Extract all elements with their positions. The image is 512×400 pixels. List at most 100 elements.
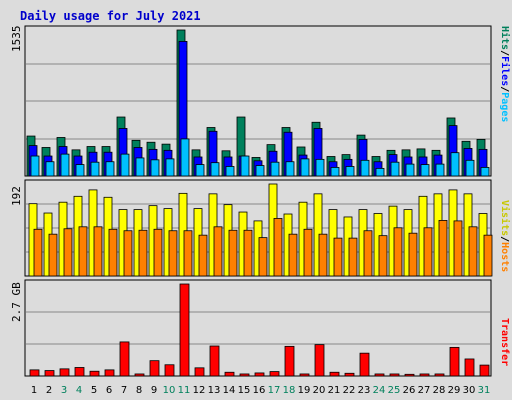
transfer-bar-day-25 xyxy=(389,373,400,377)
day-label-13: 13 xyxy=(208,385,221,396)
day-label-24: 24 xyxy=(373,385,386,396)
hits-side-label: Hits/Files/Pages xyxy=(499,26,511,122)
pages-bar-day-5 xyxy=(90,161,100,177)
hosts-bar-day-23 xyxy=(363,230,373,277)
day-label-12: 12 xyxy=(193,385,206,396)
side-label-part: / xyxy=(499,50,510,56)
pages-bar-day-4 xyxy=(75,164,85,177)
day-label-5: 5 xyxy=(91,385,97,396)
transfer-panel: 2.7 GB Transfer xyxy=(10,279,510,377)
transfer-bar-day-15 xyxy=(239,373,250,377)
pages-bar-day-7 xyxy=(120,153,130,177)
day-axis-labels: 1 2 3 4 5 6 7 8 9 10 11 12 13 14 15 16 17 18 19 20 21 22 23 24 2… xyxy=(31,385,491,396)
pages-bar-day-27 xyxy=(420,164,430,177)
pages-bar-day-9 xyxy=(150,159,160,177)
pages-bar-day-24 xyxy=(375,167,385,177)
hits-axis-max-label: 1535 xyxy=(10,26,23,53)
transfer-bar-day-9 xyxy=(149,360,160,377)
pages-bar-day-21 xyxy=(330,167,340,177)
transfer-bar-day-4 xyxy=(74,367,85,377)
transfer-bar-day-6 xyxy=(104,369,115,377)
hosts-bar-day-20 xyxy=(318,233,328,277)
day-label-23: 23 xyxy=(358,385,371,396)
transfer-bar-day-20 xyxy=(314,344,325,377)
day-label-28: 28 xyxy=(433,385,446,396)
pages-bar-day-17 xyxy=(270,161,280,177)
hosts-bar-day-28 xyxy=(438,220,448,277)
pages-bar-day-20 xyxy=(315,158,325,177)
transfer-bar-day-13 xyxy=(209,345,220,377)
day-label-17: 17 xyxy=(268,385,281,396)
transfer-bar-day-30 xyxy=(464,358,475,377)
hosts-bar-day-19 xyxy=(303,228,313,277)
transfer-bar-day-24 xyxy=(374,373,385,377)
day-label-21: 21 xyxy=(328,385,341,396)
pages-bar-day-14 xyxy=(225,166,235,177)
hosts-bar-day-27 xyxy=(423,227,433,277)
hosts-bar-day-4 xyxy=(78,226,88,277)
day-label-3: 3 xyxy=(61,385,67,396)
day-label-18: 18 xyxy=(283,385,296,396)
hosts-bar-day-17 xyxy=(273,218,283,277)
pages-bar-day-15 xyxy=(240,155,250,177)
transfer-bar-day-28 xyxy=(434,373,445,377)
day-label-9: 9 xyxy=(151,385,157,396)
day-label-4: 4 xyxy=(76,385,82,396)
day-label-11: 11 xyxy=(178,385,191,396)
visits-side-label: Visits/Hosts xyxy=(499,200,511,272)
pages-bar-day-2 xyxy=(45,161,55,177)
day-label-31: 31 xyxy=(478,385,491,396)
transfer-bar-day-29 xyxy=(449,346,460,377)
transfer-bar-day-1 xyxy=(29,369,40,377)
hosts-bar-day-29 xyxy=(453,220,463,277)
visits-hosts-panel: 192 Visits/Hosts xyxy=(10,179,511,277)
pages-bar-day-28 xyxy=(435,163,445,177)
hits-files-pages-panel: 1535 Hits/Files/Pages xyxy=(10,25,511,177)
hosts-bar-day-11 xyxy=(183,230,193,277)
day-label-26: 26 xyxy=(403,385,416,396)
chart-title: Daily usage for July 2021 xyxy=(20,9,201,23)
transfer-bar-day-31 xyxy=(479,364,490,377)
pages-bar-day-30 xyxy=(465,159,475,177)
transfer-bar-day-16 xyxy=(254,372,265,377)
day-label-19: 19 xyxy=(298,385,311,396)
transfer-bar-day-2 xyxy=(44,370,55,377)
day-label-25: 25 xyxy=(388,385,401,396)
transfer-bar-day-5 xyxy=(89,370,100,377)
transfer-bar-day-23 xyxy=(359,352,370,377)
hosts-bar-day-5 xyxy=(93,226,103,277)
pages-bar-day-3 xyxy=(60,153,70,177)
hosts-bar-day-9 xyxy=(153,228,163,277)
pages-bar-day-13 xyxy=(210,162,220,177)
hosts-bar-day-6 xyxy=(108,228,118,277)
transfer-bar-day-27 xyxy=(419,373,430,377)
pages-bar-day-29 xyxy=(450,152,460,177)
hosts-bar-day-30 xyxy=(468,226,478,277)
day-label-7: 7 xyxy=(121,385,127,396)
pages-bar-day-22 xyxy=(345,166,355,177)
side-label-part: Hits xyxy=(499,26,511,50)
transfer-side-label: Transfer xyxy=(499,318,510,366)
hosts-bar-day-31 xyxy=(483,234,493,277)
day-label-10: 10 xyxy=(163,385,176,396)
hosts-bar-day-3 xyxy=(63,228,73,277)
pages-bar-day-10 xyxy=(165,158,175,177)
day-label-22: 22 xyxy=(343,385,356,396)
day-label-27: 27 xyxy=(418,385,431,396)
transfer-bar-day-17 xyxy=(269,371,280,377)
pages-bar-day-8 xyxy=(135,157,145,177)
day-label-15: 15 xyxy=(238,385,251,396)
pages-bar-day-1 xyxy=(30,155,40,177)
transfer-bar-day-7 xyxy=(119,341,130,377)
side-label-part: Files xyxy=(499,56,511,86)
day-label-6: 6 xyxy=(106,385,112,396)
pages-bar-day-12 xyxy=(195,164,205,177)
day-label-20: 20 xyxy=(313,385,326,396)
hosts-bar-day-15 xyxy=(243,229,253,277)
transfer-bar-day-12 xyxy=(194,367,205,377)
hosts-bar-day-16 xyxy=(258,237,268,277)
side-label-part: / xyxy=(499,86,510,92)
transfer-bar-day-22 xyxy=(344,372,355,377)
transfer-bar-day-8 xyxy=(134,373,145,377)
